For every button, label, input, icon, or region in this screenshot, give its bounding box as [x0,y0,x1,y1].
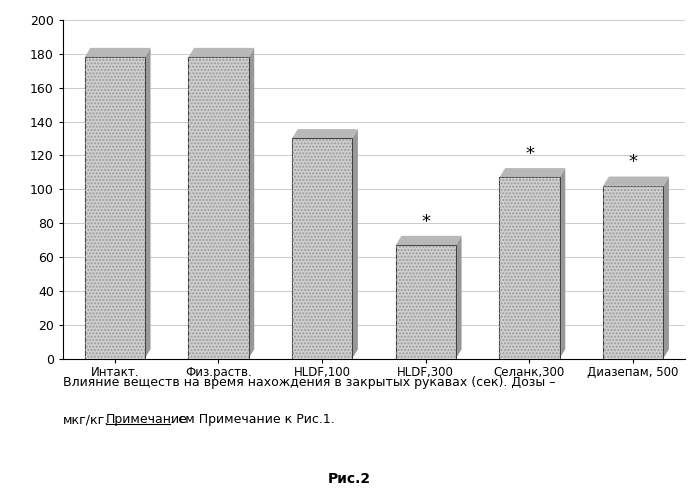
Bar [396,245,456,359]
Text: *: * [525,145,534,163]
Polygon shape [560,168,565,359]
Bar [188,57,249,359]
Bar [292,138,352,359]
Polygon shape [352,129,358,359]
Polygon shape [249,48,254,359]
Polygon shape [456,236,461,359]
Bar [292,138,352,359]
Bar [603,186,663,359]
Text: Рис.2: Рис.2 [328,472,371,486]
Bar [396,245,456,359]
Bar [85,57,145,359]
Text: Влияние веществ на время нахождения в закрытых рукавах (сек). Дозы –: Влияние веществ на время нахождения в за… [63,376,556,389]
Polygon shape [499,168,565,177]
Text: : см Примечание к Рис.1.: : см Примечание к Рис.1. [170,413,335,426]
Text: *: * [421,213,431,231]
Polygon shape [85,48,150,57]
Bar [499,177,560,359]
Bar [85,57,145,359]
Bar [603,186,663,359]
Text: Примечание: Примечание [106,413,188,426]
Text: *: * [628,153,637,171]
Bar [499,177,560,359]
Polygon shape [663,176,669,359]
Bar [188,57,249,359]
Polygon shape [396,236,461,245]
Text: мкг/кг.: мкг/кг. [63,413,109,426]
Polygon shape [292,129,358,138]
Polygon shape [188,48,254,57]
Polygon shape [145,48,150,359]
Polygon shape [603,176,669,186]
